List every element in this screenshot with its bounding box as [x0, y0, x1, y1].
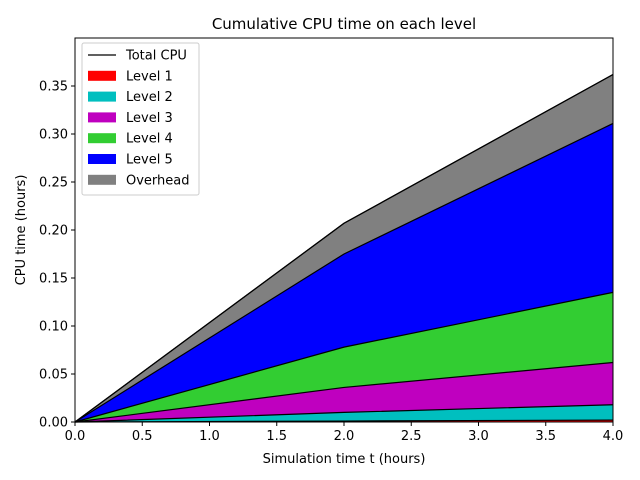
legend-label-total-cpu: Total CPU — [125, 49, 187, 64]
x-tick-label: 0.0 — [65, 429, 86, 444]
legend-swatch-level-4 — [88, 133, 116, 144]
x-axis: 0.0 0.5 1.0 1.5 2.0 2.5 3.0 3.5 4.0 — [65, 422, 624, 444]
y-tick-label: 0.35 — [39, 80, 68, 95]
legend-swatch-level-3 — [88, 112, 116, 123]
legend-swatch-level-1 — [88, 70, 116, 81]
area-level-4 — [75, 292, 613, 422]
y-tick-label: 0.00 — [39, 416, 68, 431]
x-tick-label: 1.5 — [266, 429, 287, 444]
legend-swatch-level-2 — [88, 91, 116, 102]
x-tick-label: 3.0 — [468, 429, 489, 444]
area-level-5 — [75, 123, 613, 422]
legend: Total CPU Level 1 Level 2 Level 3 Level 4 Lev… — [81, 42, 200, 196]
y-axis: 0.00 0.05 0.10 0.15 0.20 0.25 0.30 0.35 — [39, 80, 75, 431]
legend-label-level-3: Level 3 — [126, 111, 173, 126]
legend-swatch-level-5 — [88, 154, 116, 164]
x-tick-label: 0.5 — [132, 429, 153, 444]
y-tick-label: 0.05 — [39, 368, 68, 383]
x-tick-label: 1.0 — [199, 429, 220, 444]
y-tick-label: 0.15 — [39, 272, 68, 287]
legend-label-overhead: Overhead — [126, 173, 190, 188]
x-tick-label: 4.0 — [603, 429, 624, 444]
area-overhead — [75, 74, 613, 422]
area-edge-level-3 — [74, 361, 614, 423]
legend-label-level-1: Level 1 — [126, 69, 173, 84]
area-edge-level-2 — [74, 404, 614, 423]
stacked-areas — [75, 74, 613, 422]
y-tick-label: 0.25 — [39, 176, 68, 191]
x-tick-label: 3.5 — [535, 429, 556, 444]
legend-label-level-5: Level 5 — [126, 153, 173, 168]
legend-label-level-4: Level 4 — [126, 132, 173, 147]
y-tick-label: 0.10 — [39, 320, 68, 335]
plot-area: 0.0 0.5 1.0 1.5 2.0 2.5 3.0 3.5 4.0 0.00 0.05 0.10… — [39, 37, 624, 444]
y-tick-label: 0.20 — [39, 224, 68, 239]
legend-label-level-2: Level 2 — [126, 90, 173, 105]
area-level-3 — [75, 362, 613, 422]
x-tick-label: 2.5 — [401, 429, 422, 444]
series-boundaries — [74, 73, 614, 423]
x-axis-label: Simulation time t (hours) — [263, 452, 426, 467]
area-edge-level-5 — [74, 122, 614, 423]
area-edge-level-4 — [74, 291, 614, 423]
y-axis-label: CPU time (hours) — [14, 175, 29, 286]
chart-title: Cumulative CPU time on each level — [212, 15, 476, 33]
legend-swatch-overhead — [88, 174, 116, 185]
line-total-cpu — [74, 73, 614, 423]
y-tick-label: 0.30 — [39, 128, 68, 143]
x-tick-label: 2.0 — [334, 429, 355, 444]
